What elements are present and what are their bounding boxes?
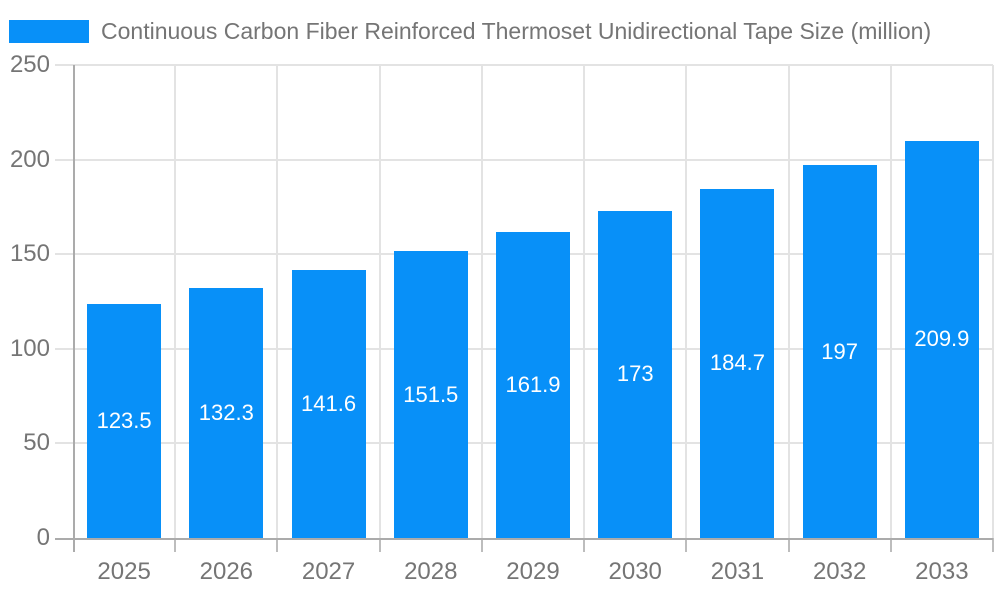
bar-value-label: 123.5: [96, 408, 152, 434]
y-axis-labels: 0 50 100 150 200 250: [0, 53, 50, 550]
x-tick-label: 2031: [710, 558, 765, 585]
bar[interactable]: 123.5: [87, 304, 162, 538]
bar[interactable]: 209.9: [904, 140, 979, 538]
y-tick-label: 200: [9, 145, 50, 173]
gridline-vertical: [480, 65, 483, 538]
x-axis-labels: 2025 2026 2027 2028 2029 2030 2031 2032 2033: [73, 560, 993, 590]
x-tick-mark: [480, 538, 483, 552]
x-tick-label: 2027: [301, 558, 356, 585]
y-tick-label: 50: [23, 429, 50, 457]
bar-value-label: 132.3: [198, 399, 254, 425]
y-tick-mark: [55, 253, 73, 256]
legend: Continuous Carbon Fiber Reinforced Therm…: [9, 20, 931, 43]
chart-title: Continuous Carbon Fiber Reinforced Therm…: [101, 18, 932, 44]
x-tick-label: 2029: [506, 558, 560, 585]
y-tick-label: 0: [36, 524, 50, 551]
x-tick-mark: [378, 538, 381, 552]
x-tick-mark: [685, 538, 688, 552]
bar-value-label: 161.9: [505, 371, 561, 397]
plot-area: 123.5 132.3 141.6 151.5 161.9 173 184.7 197 209.…: [55, 64, 994, 552]
bar[interactable]: 132.3: [189, 287, 264, 538]
x-tick-label: 2033: [915, 558, 969, 585]
x-tick-label: 2030: [608, 558, 662, 585]
bar-value-label: 184.7: [709, 350, 765, 376]
bar-value-label: 151.5: [403, 381, 459, 407]
x-tick-label: 2032: [812, 558, 867, 585]
gridline-vertical: [276, 65, 279, 538]
x-tick-label: 2026: [199, 558, 254, 585]
legend-swatch[interactable]: [9, 20, 89, 43]
bar[interactable]: 161.9: [496, 231, 570, 538]
gridline-vertical: [889, 65, 892, 538]
x-tick-mark: [992, 538, 994, 552]
x-tick-label: 2028: [404, 558, 458, 585]
x-tick-mark: [889, 538, 892, 552]
gridline-vertical: [685, 65, 688, 538]
bar-value-label: 173: [616, 361, 654, 387]
x-tick-mark: [583, 538, 586, 552]
x-tick-mark: [174, 538, 177, 552]
gridline-vertical: [174, 65, 177, 538]
y-tick-mark: [55, 64, 73, 66]
gridline-vertical: [583, 65, 586, 538]
gridline-vertical: [378, 65, 381, 538]
y-tick-label: 250: [9, 51, 50, 78]
x-tick-label: 2025: [97, 558, 151, 585]
gridline-vertical: [992, 65, 994, 538]
bar[interactable]: 197: [802, 165, 877, 538]
y-tick-label: 150: [9, 240, 50, 268]
bar-value-label: 197: [821, 338, 859, 364]
x-axis-line: [55, 538, 993, 540]
y-tick-mark: [55, 347, 73, 350]
gridline-horizontal: [73, 158, 993, 161]
gridline-horizontal: [73, 64, 993, 66]
gridline-vertical: [787, 65, 790, 538]
x-tick-mark: [787, 538, 790, 552]
bar-value-label: 209.9: [914, 326, 970, 352]
bar-value-label: 141.6: [301, 391, 357, 417]
bar[interactable]: 173: [598, 210, 673, 538]
bar[interactable]: 151.5: [393, 251, 468, 538]
y-axis-line: [73, 65, 75, 552]
y-tick-label: 100: [9, 334, 50, 362]
y-tick-mark: [55, 158, 73, 161]
x-tick-mark: [276, 538, 279, 552]
bar[interactable]: 184.7: [700, 188, 775, 538]
bar[interactable]: 141.6: [291, 270, 366, 538]
y-tick-mark: [55, 442, 73, 445]
